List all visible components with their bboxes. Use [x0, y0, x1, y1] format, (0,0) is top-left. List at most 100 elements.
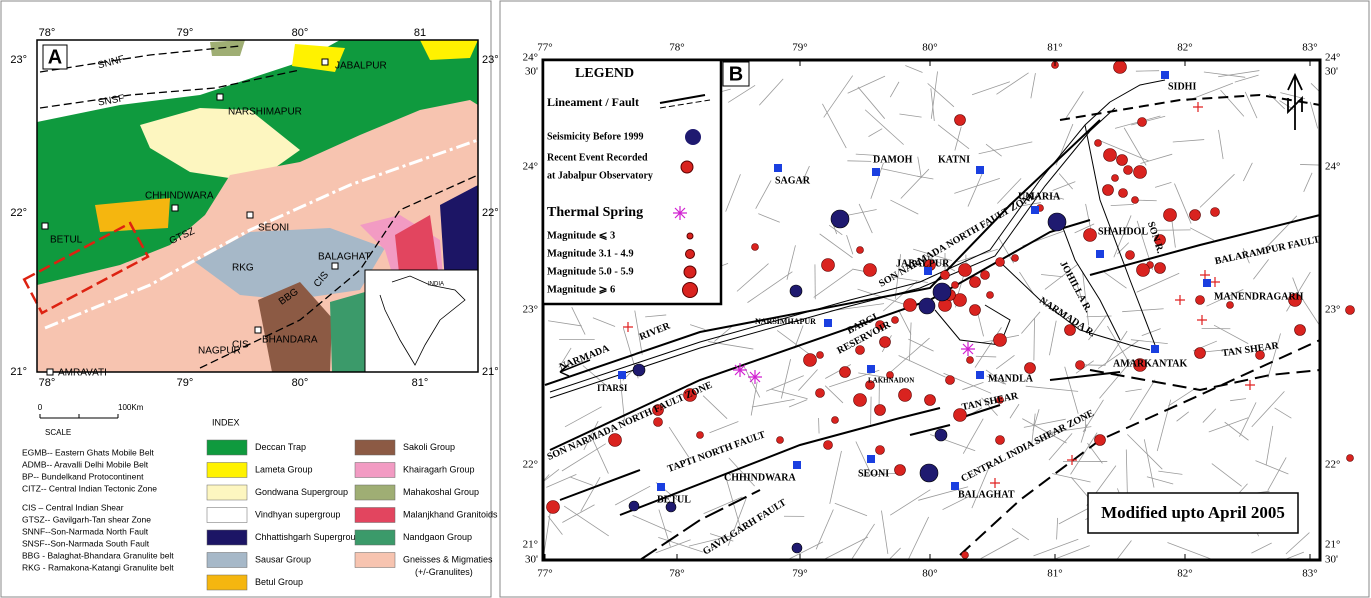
legend-symbol	[684, 266, 696, 278]
corner-deg: 21°	[1325, 539, 1340, 551]
abbreviation: SNSF--Son-Narmada South Fault	[22, 538, 150, 548]
event	[996, 436, 1005, 445]
town-marker	[217, 94, 223, 100]
town-marker	[332, 263, 338, 269]
event	[1119, 189, 1128, 198]
event	[547, 501, 560, 514]
past-seismicity	[629, 501, 639, 511]
event	[1025, 363, 1036, 374]
event	[1095, 435, 1106, 446]
event	[1227, 302, 1234, 309]
place-label: SEONI	[858, 468, 889, 479]
legend-label: Magnitude 3.1 - 4.9	[547, 248, 634, 259]
past-seismicity	[935, 429, 947, 441]
event	[925, 395, 936, 406]
lat-tick-label: 24°	[1325, 161, 1340, 173]
town-marker	[247, 212, 253, 218]
event	[817, 352, 824, 359]
legend-label: Thermal Spring	[547, 205, 643, 220]
lineament	[819, 418, 820, 434]
index-swatch	[355, 463, 395, 478]
event	[899, 389, 912, 402]
event	[697, 432, 704, 439]
corner-deg: 24°	[523, 52, 538, 64]
place-label: MANENDRAGARH	[1214, 291, 1304, 302]
index-label: Lameta Group	[255, 464, 313, 474]
place-label: KATNI	[938, 154, 970, 165]
place-label: CHHINDWARA	[145, 191, 214, 202]
town-marker	[976, 371, 984, 379]
legend-label: Recent Event Recorded	[547, 152, 648, 163]
place-label: BETUL	[657, 494, 691, 505]
index-label: Sausar Group	[255, 554, 311, 564]
event	[994, 334, 1007, 347]
index-label: Deccan Trap	[255, 442, 306, 452]
town-marker	[867, 455, 875, 463]
event	[1095, 140, 1102, 147]
event	[955, 115, 966, 126]
lon-tick-label: 83°	[1302, 568, 1317, 580]
town-marker	[618, 371, 626, 379]
town-marker	[47, 369, 53, 375]
abbreviation: CITZ-- Central Indian Tectonic Zone	[22, 483, 157, 493]
index-swatch	[355, 485, 395, 500]
event	[1346, 306, 1355, 315]
corner-min: 30'	[525, 554, 538, 566]
event	[1155, 263, 1166, 274]
town-marker	[824, 319, 832, 327]
legend-symbol	[683, 283, 698, 298]
index-label: Gondwana Supergroup	[255, 487, 348, 497]
index-title: INDEX	[212, 417, 240, 427]
event	[875, 405, 886, 416]
legend-symbol	[685, 129, 701, 145]
panel-label: A	[48, 46, 62, 68]
town-marker	[774, 164, 782, 172]
past-seismicity	[920, 464, 938, 482]
event	[1137, 264, 1150, 277]
event	[654, 418, 663, 427]
place-label: JABALPUR	[335, 61, 387, 72]
town-marker	[255, 327, 261, 333]
legend-symbol	[681, 161, 693, 173]
event	[996, 258, 1005, 267]
abbreviation: SNNF--Son-Narmada North Fault	[22, 526, 149, 536]
scale-title: SCALE	[45, 428, 71, 437]
town-marker	[867, 365, 875, 373]
index-label: Gneisses & Migmaties	[403, 554, 493, 564]
town-marker	[42, 223, 48, 229]
event	[959, 264, 972, 277]
legend-label: at Jabalpur Observatory	[547, 170, 653, 181]
index-label: Sakoli Group	[403, 442, 455, 452]
event	[804, 354, 817, 367]
place-label: BALAGHAT	[318, 252, 371, 263]
past-seismicity	[919, 298, 935, 314]
place-label: LAKHNADON	[868, 377, 914, 385]
past-seismicity	[633, 364, 645, 376]
lon-tick-label: 78°	[39, 27, 56, 39]
scale-start: 0	[38, 403, 43, 412]
place-label: NARSHIMAPUR	[228, 107, 302, 118]
place-label: CHHINDWARA	[724, 472, 796, 483]
event	[1132, 197, 1139, 204]
inset-box	[365, 270, 478, 372]
index-label: Mahakoshal Group	[403, 487, 479, 497]
event	[1196, 296, 1205, 305]
past-seismicity	[933, 283, 951, 301]
index-label: Malanjkhand Granitoids	[403, 509, 498, 519]
event	[981, 271, 990, 280]
town-marker	[172, 205, 178, 211]
abbreviation: RKG - Ramakona-Katangi Granulite belt	[22, 562, 174, 572]
town-marker	[1161, 71, 1169, 79]
index-label: Khairagarh Group	[403, 464, 475, 474]
town-marker	[872, 168, 880, 176]
event	[962, 552, 969, 559]
corner-min: 30'	[525, 66, 538, 78]
town-marker	[793, 461, 801, 469]
event	[1211, 208, 1220, 217]
lon-tick-label: 77°	[537, 42, 552, 54]
inset-label: INDIA	[428, 282, 444, 288]
index-swatch	[207, 463, 247, 478]
lon-tick-label: 78°	[39, 377, 56, 389]
place-label: NAGPUR	[198, 346, 241, 357]
place-label: BETUL	[50, 235, 83, 246]
